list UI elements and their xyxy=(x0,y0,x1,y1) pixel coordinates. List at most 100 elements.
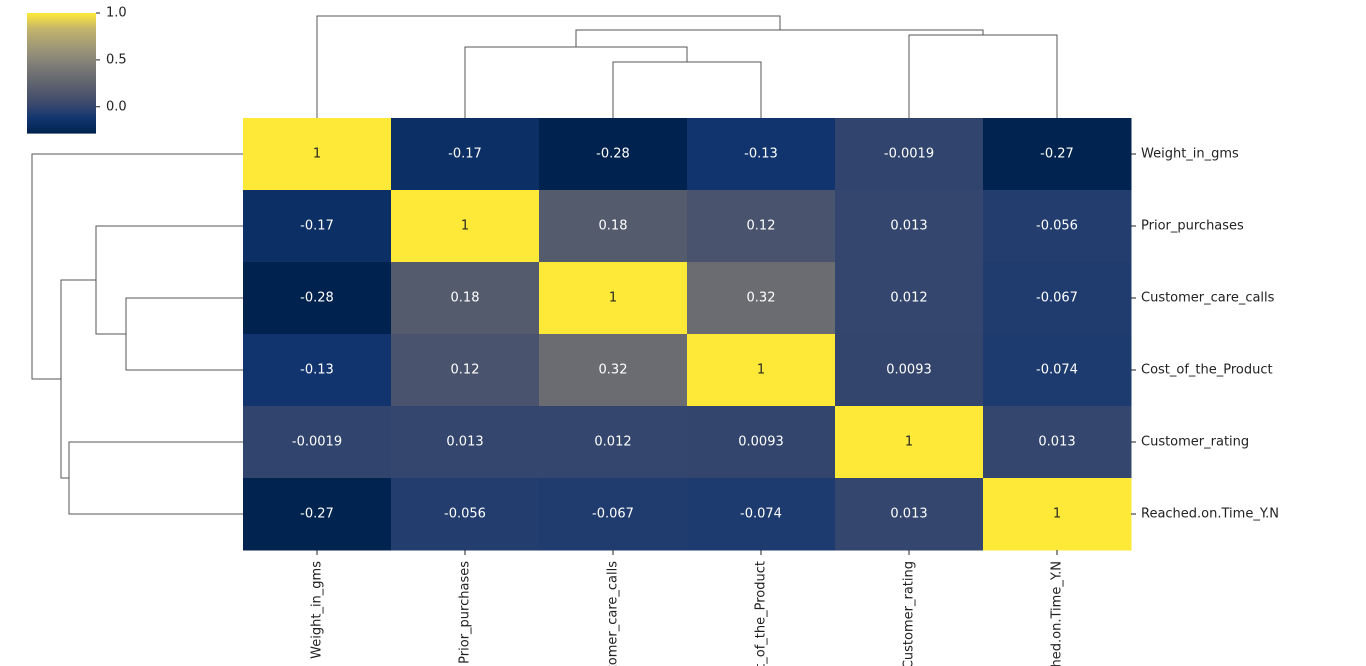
cell-label: -0.17 xyxy=(300,219,334,234)
colorbar-segment xyxy=(27,99,96,102)
cell-label: 0.0093 xyxy=(886,363,932,378)
cell-label: 1 xyxy=(905,435,913,450)
heatmap-cell xyxy=(983,190,1132,263)
cell-label: 0.32 xyxy=(599,363,628,378)
x-tick-label: Weight_in_gms xyxy=(310,561,325,659)
colorbar-segment xyxy=(27,61,96,64)
heatmap-cell xyxy=(243,262,392,335)
colorbar-segment xyxy=(27,123,96,126)
colorbar-segment xyxy=(27,67,96,70)
colorbar-segment xyxy=(27,125,96,128)
heatmap-cell xyxy=(391,334,540,407)
cell-label: -0.074 xyxy=(740,507,782,522)
colorbar-segment xyxy=(27,31,96,34)
heatmap-cell xyxy=(391,262,540,335)
cell-label: 0.12 xyxy=(451,363,480,378)
cell-label: -0.13 xyxy=(744,147,778,162)
colorbar-segment xyxy=(27,59,96,62)
colorbar-segment xyxy=(27,85,96,88)
heatmap-cell xyxy=(391,190,540,263)
colorbar-segment xyxy=(27,47,96,50)
colorbar-segment xyxy=(27,107,96,110)
heatmap-cell xyxy=(835,406,984,479)
column-dendrogram xyxy=(316,15,1058,118)
colorbar-segment xyxy=(27,131,96,134)
colorbar-segment xyxy=(27,63,96,66)
y-tick-label: Cost_of_the_Product xyxy=(1141,363,1273,378)
cell-label: -0.28 xyxy=(596,147,630,162)
cell-label: 0.013 xyxy=(446,435,483,450)
heatmap-cell xyxy=(243,118,392,191)
colorbar-segment xyxy=(27,103,96,106)
heatmap-cell xyxy=(835,334,984,407)
colorbar-segment xyxy=(27,109,96,112)
x-tick-label: Prior_purchases xyxy=(458,561,473,664)
heatmap-cell xyxy=(391,118,540,191)
colorbar-segment xyxy=(27,129,96,132)
cell-label: -0.28 xyxy=(300,291,334,306)
heatmap-cell xyxy=(835,118,984,191)
colorbar-segment xyxy=(27,27,96,30)
colorbar-segment xyxy=(27,93,96,96)
heatmap-cell xyxy=(835,478,984,551)
colorbar-segment xyxy=(27,13,96,16)
cell-label: 0.12 xyxy=(747,219,776,234)
y-tick-label: Customer_care_calls xyxy=(1141,291,1275,306)
colorbar-segment xyxy=(27,127,96,130)
cell-label: -0.074 xyxy=(1036,363,1078,378)
colorbar-segment xyxy=(27,17,96,20)
cell-label: 0.18 xyxy=(451,291,480,306)
cell-label: -0.17 xyxy=(448,147,482,162)
colorbar-segment xyxy=(27,49,96,52)
heatmap-cell xyxy=(687,190,836,263)
colorbar-segment xyxy=(27,65,96,68)
colorbar-segment xyxy=(27,115,96,118)
cell-label: 0.32 xyxy=(747,291,776,306)
colorbar-segment xyxy=(27,113,96,116)
cell-label: -0.0019 xyxy=(884,147,934,162)
cell-label: 0.013 xyxy=(1038,435,1075,450)
colorbar-segment xyxy=(27,119,96,122)
cell-label: 1 xyxy=(609,291,617,306)
colorbar-tick-label: 1.0 xyxy=(106,6,127,21)
heatmap-cell xyxy=(539,262,688,335)
cell-label: -0.13 xyxy=(300,363,334,378)
heatmap-cell xyxy=(539,190,688,263)
heatmap-cell xyxy=(243,334,392,407)
colorbar-tick-label: 0.0 xyxy=(106,99,127,114)
cell-label: -0.27 xyxy=(300,507,334,522)
cell-label: 0.012 xyxy=(890,291,927,306)
heatmap-cell xyxy=(539,478,688,551)
colorbar-segment xyxy=(27,41,96,44)
colorbar-segment xyxy=(27,15,96,18)
cell-label: 0.18 xyxy=(599,219,628,234)
dendrogram-links xyxy=(31,153,243,515)
colorbar-segment xyxy=(27,87,96,90)
colorbar-segment xyxy=(27,43,96,46)
y-tick-label: Weight_in_gms xyxy=(1141,147,1239,162)
cell-label: 0.013 xyxy=(890,219,927,234)
colorbar-segment xyxy=(27,69,96,72)
colorbar-segment xyxy=(27,21,96,24)
y-tick-label: Customer_rating xyxy=(1141,435,1249,450)
cell-label: 1 xyxy=(313,147,321,162)
colorbar-segment xyxy=(27,111,96,114)
colorbar-segment xyxy=(27,33,96,36)
cell-label: -0.067 xyxy=(592,507,634,522)
heatmap-cell xyxy=(243,478,392,551)
colorbar-segment xyxy=(27,79,96,82)
heatmap-cell xyxy=(539,406,688,479)
heatmap-cell xyxy=(687,406,836,479)
colorbar-tick-label: 0.5 xyxy=(106,52,127,67)
colorbar-segment xyxy=(27,55,96,58)
heatmap-cell xyxy=(835,262,984,335)
colorbar-segment xyxy=(27,37,96,40)
heatmap-cell xyxy=(391,478,540,551)
heatmap-cell xyxy=(983,478,1132,551)
colorbar-segment xyxy=(27,89,96,92)
cell-label: 1 xyxy=(1053,507,1061,522)
colorbar-segment xyxy=(27,97,96,100)
colorbar-segment xyxy=(27,25,96,28)
colorbar-segment xyxy=(27,77,96,80)
row-dendrogram xyxy=(31,153,243,515)
